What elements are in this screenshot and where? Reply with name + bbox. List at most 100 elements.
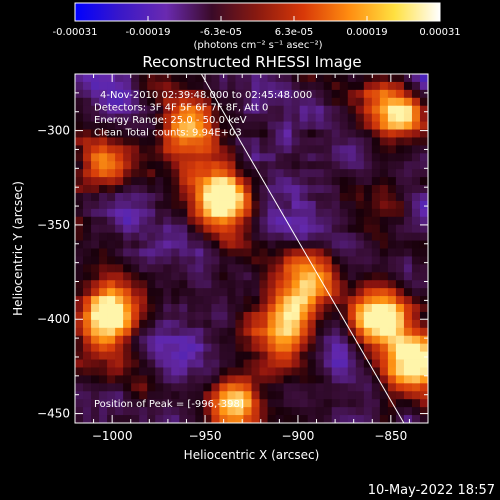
- heatmap-cell: [163, 391, 172, 400]
- y-tick-label: −400: [37, 312, 70, 326]
- heatmap-cell: [387, 185, 397, 194]
- heatmap-cell: [331, 224, 341, 234]
- heatmap-cell: [187, 391, 196, 400]
- heatmap-cell: [419, 399, 429, 408]
- heatmap-cell: [155, 121, 164, 130]
- heatmap-cell: [99, 296, 108, 305]
- heatmap-cell: [107, 97, 116, 107]
- heatmap-cell: [275, 327, 284, 337]
- heatmap-cell: [259, 367, 268, 376]
- heatmap-cell: [379, 89, 389, 99]
- heatmap-cell: [379, 216, 389, 226]
- heatmap-cell: [363, 121, 373, 130]
- heatmap-cell: [387, 216, 397, 226]
- heatmap-cell: [371, 74, 381, 83]
- heatmap-cell: [99, 81, 108, 91]
- heatmap-cell: [219, 153, 228, 162]
- heatmap-cell: [259, 383, 268, 392]
- heatmap-cell: [91, 319, 100, 329]
- heatmap-cell: [219, 113, 228, 122]
- heatmap-cell: [347, 264, 357, 273]
- heatmap-cell: [403, 415, 413, 424]
- heatmap-cell: [163, 145, 172, 154]
- heatmap-cell: [91, 296, 100, 305]
- heatmap-cell: [139, 121, 148, 130]
- heatmap-cell: [355, 177, 365, 186]
- heatmap-cell: [235, 81, 244, 91]
- heatmap-cell: [147, 169, 156, 178]
- heatmap-cell: [203, 200, 212, 210]
- heatmap-cell: [107, 185, 116, 194]
- heatmap-cell: [323, 280, 333, 289]
- heatmap-cell: [235, 383, 244, 392]
- heatmap-cell: [163, 169, 172, 178]
- heatmap-cell: [219, 200, 228, 210]
- heatmap-cell: [363, 81, 373, 91]
- heatmap-cell: [131, 121, 140, 130]
- heatmap-cell: [99, 343, 108, 353]
- heatmap-cell: [259, 296, 268, 305]
- heatmap-cell: [155, 192, 164, 202]
- heatmap-cell: [243, 137, 252, 146]
- heatmap-cell: [419, 89, 429, 99]
- heatmap-cell: [131, 272, 140, 281]
- heatmap-cell: [315, 296, 325, 305]
- heatmap-cell: [267, 296, 276, 305]
- heatmap-cell: [395, 264, 405, 273]
- heatmap-cell: [403, 145, 413, 154]
- heatmap-cell: [323, 240, 333, 249]
- colorbar-tick-label: -0.00031: [53, 27, 98, 38]
- heatmap-cell: [403, 153, 413, 162]
- heatmap-cell: [259, 145, 268, 154]
- heatmap-cell: [371, 399, 381, 408]
- heatmap-cell: [331, 105, 341, 115]
- heatmap-cell: [267, 335, 276, 345]
- heatmap-cell: [163, 97, 172, 107]
- heatmap-cell: [291, 97, 301, 107]
- heatmap-cell: [115, 375, 124, 384]
- y-tick-label: −300: [37, 124, 70, 138]
- heatmap-cell: [203, 145, 212, 154]
- heatmap-cell: [347, 161, 357, 170]
- heatmap-cell: [243, 288, 252, 297]
- heatmap-cell: [139, 200, 148, 210]
- heatmap-cell: [419, 232, 429, 241]
- heatmap-cell: [283, 232, 293, 241]
- heatmap-cell: [251, 319, 260, 329]
- heatmap-cell: [211, 304, 220, 313]
- heatmap-cell: [307, 407, 317, 416]
- heatmap-cell: [339, 208, 349, 218]
- heatmap-cell: [171, 407, 180, 416]
- heatmap-cell: [123, 415, 132, 424]
- heatmap-cell: [299, 383, 309, 392]
- x-tick-label: −950: [189, 429, 222, 443]
- heatmap-cell: [203, 399, 212, 408]
- heatmap-cell: [339, 343, 349, 353]
- heatmap-cell: [299, 192, 309, 202]
- heatmap-cell: [251, 351, 260, 360]
- heatmap-cell: [387, 296, 397, 305]
- heatmap-cell: [291, 383, 301, 392]
- heatmap-cell: [99, 97, 108, 107]
- heatmap-cell: [243, 81, 252, 91]
- heatmap-cell: [155, 359, 164, 368]
- heatmap-cell: [339, 391, 349, 400]
- heatmap-cell: [307, 256, 317, 265]
- heatmap-cell: [91, 391, 100, 400]
- heatmap-cell: [171, 335, 180, 345]
- heatmap-cell: [307, 97, 317, 107]
- heatmap-cell: [139, 145, 148, 154]
- heatmap-cell: [91, 177, 100, 186]
- heatmap-cell: [99, 232, 108, 241]
- heatmap-cell: [123, 216, 132, 226]
- heatmap-cell: [323, 161, 333, 170]
- heatmap-cell: [291, 145, 301, 154]
- heatmap-cell: [275, 288, 284, 297]
- heatmap-cell: [387, 137, 397, 146]
- heatmap-cell: [187, 240, 196, 249]
- heatmap-cell: [307, 288, 317, 297]
- annotation-line: 4-Nov-2010 02:39:48.000 to 02:45:48.000: [100, 90, 312, 101]
- heatmap-cell: [219, 224, 228, 234]
- heatmap-cell: [99, 327, 108, 337]
- heatmap-cell: [403, 407, 413, 416]
